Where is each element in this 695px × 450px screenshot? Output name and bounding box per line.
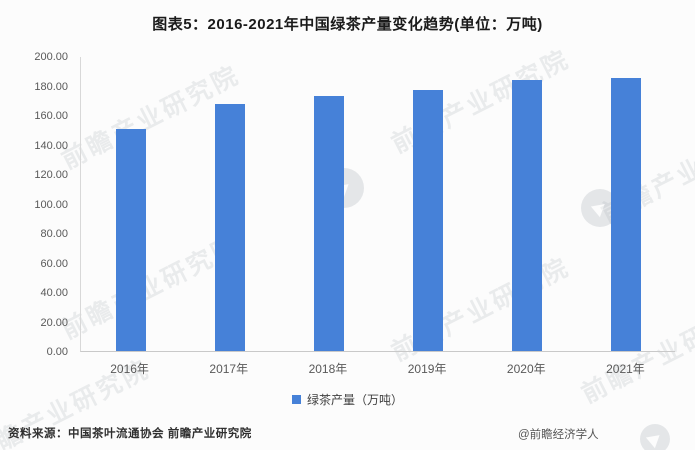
- x-tick-label: 2019年: [407, 362, 447, 376]
- x-tick-label: 2017年: [209, 362, 249, 376]
- y-tick-label: 200.00: [34, 51, 68, 63]
- bar-2018年: [313, 95, 344, 351]
- y-tick-label: 100.00: [34, 198, 68, 211]
- bar-2021年: [610, 78, 641, 351]
- legend: 绿茶产量（万吨）: [0, 391, 695, 408]
- bar-2019年: [412, 90, 443, 351]
- bar-2020年: [511, 79, 542, 351]
- y-axis-ticks: 200.00 180.00 160.00 140.00 120.00 100.00 80.0…: [0, 51, 72, 358]
- bar-column: [180, 57, 279, 351]
- y-tick-label: 60.00: [40, 257, 68, 270]
- y-tick-label: 40.00: [40, 287, 68, 299]
- x-tick-label: 2020年: [506, 362, 546, 376]
- plot-area: [80, 57, 675, 352]
- bar-column: [378, 57, 477, 351]
- x-tick-label: 2021年: [606, 362, 645, 376]
- bar-column: [81, 57, 180, 351]
- y-tick-label: 120.00: [34, 169, 68, 181]
- bar-column: [279, 57, 378, 351]
- y-tick-label: 20.00: [40, 316, 68, 329]
- bar-column: [477, 57, 576, 351]
- x-tick-label: 2018年: [308, 362, 348, 376]
- bar-2016年: [115, 129, 146, 351]
- chart-title: 图表5：2016-2021年中国绿茶产量变化趋势(单位：万吨): [152, 16, 543, 33]
- logo-pin-icon: [645, 429, 665, 449]
- credit-note: @前瞻经济学人: [518, 429, 599, 441]
- bar-column: [576, 57, 675, 351]
- x-tick-label: 2016年: [110, 362, 149, 376]
- legend-label: 绿茶产量（万吨）: [306, 393, 403, 407]
- bar-2017年: [214, 104, 245, 351]
- qianzhan-logo-watermark-icon: [640, 424, 670, 450]
- y-tick-label: 140.00: [34, 139, 68, 152]
- x-axis-labels: 2016年 2017年 2018年 2019年 2020年 2021年: [80, 360, 675, 377]
- legend-marker-icon: [291, 395, 301, 404]
- y-tick-label: 180.00: [34, 80, 68, 93]
- y-tick-label: 0.00: [46, 346, 68, 358]
- y-tick-label: 80.00: [40, 228, 68, 240]
- source-note: 资料来源：中国茶叶流通协会 前瞻产业研究院: [8, 428, 252, 440]
- y-tick-label: 160.00: [34, 110, 68, 122]
